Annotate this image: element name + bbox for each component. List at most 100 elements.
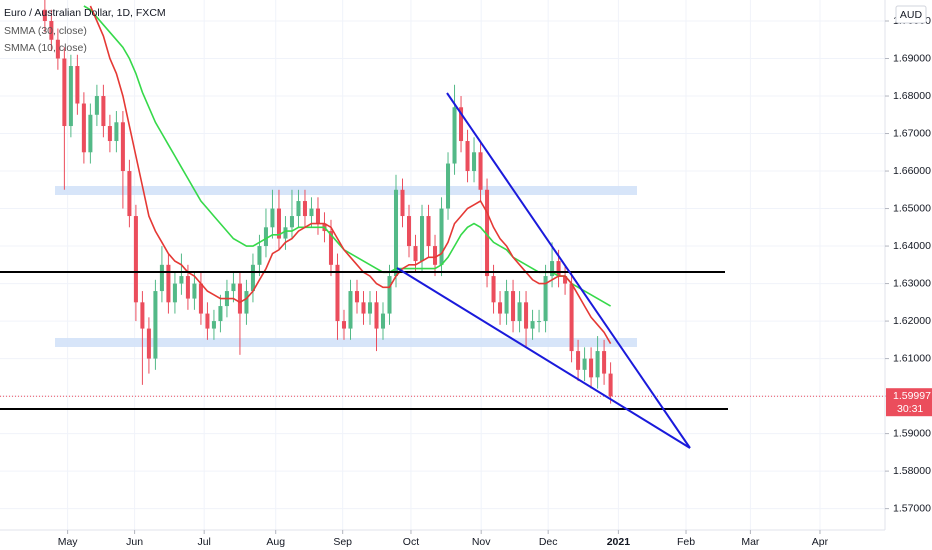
candle-body [250, 264, 255, 292]
candle-body [367, 302, 373, 314]
smma-line [89, 5, 612, 344]
candle-body [68, 66, 73, 127]
candle-body [517, 302, 522, 322]
candle-body [563, 276, 568, 284]
candle-body [179, 276, 184, 284]
candle-body [133, 216, 138, 303]
candle-body [556, 261, 561, 277]
candle-body [569, 283, 574, 352]
candle-body [393, 189, 399, 277]
x-tick-label: Oct [403, 536, 419, 548]
candle-body [537, 321, 542, 323]
y-tick-label: 1.65000 [893, 202, 931, 214]
candle-body [276, 208, 281, 239]
candle-body [465, 141, 470, 172]
legend-entry: SMMA (10, close) [4, 42, 87, 54]
candle-body [283, 227, 288, 239]
currency-box[interactable] [895, 5, 927, 24]
candle-body [166, 264, 171, 303]
candle-body [433, 246, 438, 265]
candle-body [81, 103, 86, 153]
y-tick-label: 1.63000 [893, 277, 931, 289]
x-tick-label: Nov [472, 536, 491, 548]
countdown: 30:31 [897, 403, 923, 415]
candle-body [387, 276, 392, 314]
candle-body [75, 66, 80, 104]
resistance-zone [55, 186, 637, 195]
candle-body [127, 171, 132, 217]
candle-body [101, 96, 106, 127]
candle-body [374, 302, 379, 329]
candle-body [543, 276, 548, 322]
candle-body [62, 58, 67, 127]
candle-body [328, 231, 333, 265]
candle-body [120, 122, 125, 172]
x-tick-label: Feb [677, 536, 695, 548]
y-tick-label: 1.62000 [893, 315, 931, 327]
candle-body [491, 276, 496, 303]
x-tick-label: Apr [812, 536, 829, 548]
candle-body [218, 306, 223, 322]
candle-body [472, 152, 477, 172]
candle-body [446, 163, 451, 209]
candle-body [172, 283, 177, 303]
chart-title: Euro / Australian Dollar, 1D, FXCM [4, 7, 166, 19]
last-price-label: 1.59997 [893, 390, 931, 402]
x-tick-label: Mar [741, 536, 760, 548]
candle-body [211, 321, 216, 329]
candle-body [459, 107, 464, 142]
candle-body [257, 246, 262, 265]
support-zone [55, 338, 637, 347]
candle-body [400, 189, 405, 217]
axes: 1.570001.580001.590001.600001.610001.620… [58, 15, 932, 548]
trend-line [396, 267, 691, 449]
candle-body [348, 291, 353, 329]
plot [0, 0, 885, 404]
y-tick-label: 1.67000 [893, 127, 931, 139]
candle-body [439, 208, 444, 265]
candle-body [426, 216, 431, 247]
candle-body [94, 96, 99, 115]
x-tick-label: 2021 [607, 536, 631, 548]
legend-entry: SMMA (30, close) [4, 25, 87, 37]
x-tick-label: Dec [539, 536, 558, 548]
candle-body [608, 373, 613, 397]
candle-body [335, 264, 340, 322]
y-tick-label: 1.58000 [893, 465, 931, 477]
candle-body [354, 291, 360, 303]
candle-body [589, 358, 594, 378]
x-tick-label: Aug [266, 536, 285, 548]
candle-body [602, 351, 607, 374]
candle-body [550, 261, 555, 277]
candle-body [511, 291, 516, 322]
candle-body [504, 291, 509, 314]
last-price-box [886, 388, 932, 417]
x-tick-label: May [58, 536, 79, 548]
candle-body [309, 208, 314, 217]
currency[interactable]: AUD [900, 9, 923, 21]
candle-body [88, 114, 93, 153]
candle-body [107, 126, 112, 142]
candle-body [146, 328, 151, 359]
candle-body [231, 283, 236, 292]
y-tick-label: 1.61000 [893, 352, 931, 364]
candle-body [524, 302, 529, 329]
y-tick-label: 1.59000 [893, 427, 931, 439]
candle-body [413, 246, 418, 262]
candle-body [114, 122, 119, 142]
candle-body [380, 313, 386, 329]
candle-body [55, 39, 60, 59]
candle-body [159, 264, 164, 292]
candle-body [315, 208, 320, 224]
x-tick-label: Jun [126, 536, 143, 548]
trend-line [446, 92, 691, 449]
candle-body [341, 321, 347, 329]
candle-body [185, 276, 190, 299]
candle-body [205, 313, 210, 329]
candle-body [244, 291, 249, 314]
smma-line [83, 5, 612, 307]
x-tick-label: Jul [197, 536, 210, 548]
candle-body [478, 152, 483, 190]
